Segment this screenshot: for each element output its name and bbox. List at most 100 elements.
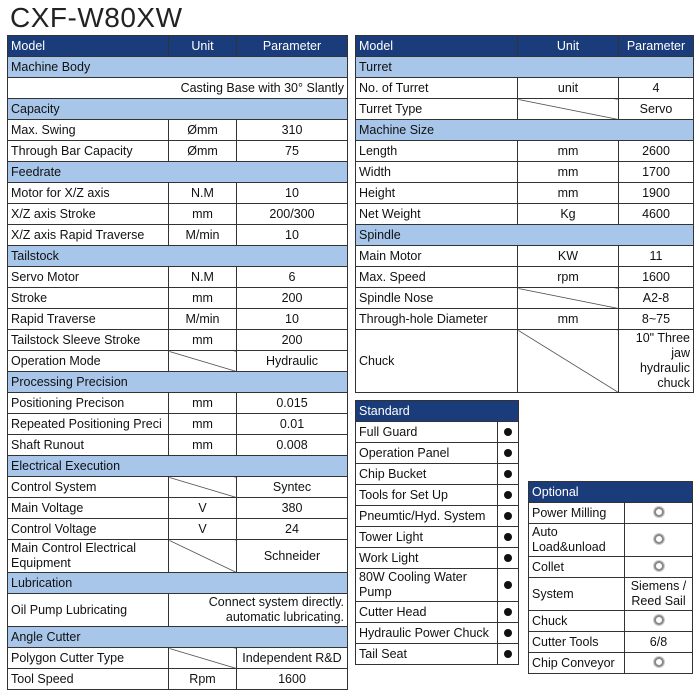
row: Tail Seat — [355, 643, 520, 665]
model-cell: Spindle Nose — [355, 287, 518, 309]
column-header: Parameter — [618, 35, 694, 57]
model-cell: Tailstock Sleeve Stroke — [7, 329, 169, 351]
item-cell: Work Light — [355, 547, 498, 569]
row: Servo Motor N.M 6 — [7, 266, 348, 288]
slash-cell — [517, 98, 619, 120]
slash-cell — [168, 539, 237, 573]
row: Through Bar Capacity Ømm 75 — [7, 140, 348, 162]
parameter-cell: 310 — [236, 119, 348, 141]
row: Chuck 10" Three jaw hydraulic chuck — [355, 329, 694, 393]
item-cell: Power Milling — [528, 502, 625, 524]
row: Machine Size — [355, 119, 694, 141]
model-cell: Main Voltage — [7, 497, 169, 519]
unit-cell: N.M — [168, 182, 237, 204]
parameter-cell: 4 — [618, 77, 694, 99]
row: Chip Conveyor — [528, 652, 693, 674]
table-body: Standard Full Guard Operation Panel Chip Bu… — [354, 400, 520, 665]
row: Main Voltage V 380 — [7, 497, 348, 519]
spanning-cell: Casting Base with 30° Slantly — [7, 77, 348, 99]
header-row: Model Unit Parameter — [355, 35, 694, 57]
parameter-cell: Syntec — [236, 476, 348, 498]
section-header: Feedrate — [7, 161, 348, 183]
unit-cell: mm — [168, 203, 237, 225]
row: Spindle Nose A2-8 — [355, 287, 694, 309]
item-cell: Tail Seat — [355, 643, 498, 665]
row: 80W Cooling Water Pump — [355, 568, 520, 602]
included-dot — [504, 607, 512, 616]
unit-cell: mm — [168, 434, 237, 456]
section-header: Tailstock — [7, 245, 348, 267]
included-dot — [504, 490, 512, 499]
included-dot — [504, 469, 512, 478]
included-dot — [504, 553, 512, 562]
model-cell: Through Bar Capacity — [7, 140, 169, 162]
slash-cell — [517, 287, 619, 309]
unit-cell: unit — [517, 77, 619, 99]
parameter-cell: 10 — [236, 224, 348, 246]
option-cell — [624, 523, 693, 557]
item-cell: Chuck — [528, 610, 625, 632]
row: X/Z axis Stroke mm 200/300 — [7, 203, 348, 225]
row: Collet — [528, 556, 693, 578]
model-cell: Height — [355, 182, 518, 204]
row: Height mm 1900 — [355, 182, 694, 204]
unit-cell: mm — [517, 140, 619, 162]
row: Tool Speed Rpm 1600 — [7, 668, 348, 690]
included-dot — [504, 532, 512, 541]
parameter-cell: 0.01 — [236, 413, 348, 435]
parameter-cell: 11 — [618, 245, 694, 267]
row: Chip Bucket — [355, 463, 520, 485]
model-cell: Oil Pump Lubricating — [7, 593, 169, 627]
included-cell — [496, 505, 520, 527]
included-cell — [496, 568, 520, 602]
row: Spindle — [355, 224, 694, 246]
model-cell: Width — [355, 161, 518, 183]
row: X/Z axis Rapid Traverse M/min 10 — [7, 224, 348, 246]
optional-table: Optional Power Milling Auto Load&unload Col… — [528, 481, 693, 674]
parameter-cell: 200 — [236, 287, 348, 309]
model-cell: Max. Speed — [355, 266, 518, 288]
included-cell — [496, 526, 520, 548]
row: Cutter Head — [355, 601, 520, 623]
unit-cell: M/min — [168, 308, 237, 330]
slash-cell — [168, 647, 237, 669]
table-title: Optional — [528, 481, 693, 503]
header-row: Optional — [528, 481, 693, 503]
model-cell: X/Z axis Stroke — [7, 203, 169, 225]
parameter-cell: 200 — [236, 329, 348, 351]
included-cell — [496, 484, 520, 506]
included-dot — [504, 628, 512, 637]
included-cell — [496, 442, 520, 464]
model-cell: Main Motor — [355, 245, 518, 267]
row: Through-hole Diameter mm 8~75 — [355, 308, 694, 330]
row: Capacity — [7, 98, 348, 120]
row: Angle Cutter — [7, 626, 348, 648]
parameter-cell: 8~75 — [618, 308, 694, 330]
unit-cell: mm — [168, 287, 237, 309]
item-cell: Chip Bucket — [355, 463, 498, 485]
item-cell: Cutter Head — [355, 601, 498, 623]
unit-cell: mm — [517, 161, 619, 183]
parameter-cell: 0.015 — [236, 392, 348, 414]
row: Control System Syntec — [7, 476, 348, 498]
row: Rapid Traverse M/min 10 — [7, 308, 348, 330]
row: System Siemens / Reed Sail — [528, 577, 693, 611]
unit-cell: Ømm — [168, 119, 237, 141]
included-dot — [504, 511, 512, 520]
model-cell: Turret Type — [355, 98, 518, 120]
row: Shaft Runout mm 0.008 — [7, 434, 348, 456]
model-cell: Stroke — [7, 287, 169, 309]
parameter-cell: 200/300 — [236, 203, 348, 225]
item-cell: Chip Conveyor — [528, 652, 625, 674]
model-cell: Control System — [7, 476, 169, 498]
model-cell: Max. Swing — [7, 119, 169, 141]
row: Max. Speed rpm 1600 — [355, 266, 694, 288]
included-cell — [496, 463, 520, 485]
row: Pneumtic/Hyd. System — [355, 505, 520, 527]
parameter-cell: 2600 — [618, 140, 694, 162]
column-header: Unit — [168, 35, 237, 57]
model-cell: Chuck — [355, 329, 518, 393]
unit-cell: Kg — [517, 203, 619, 225]
parameter-cell: 1600 — [618, 266, 694, 288]
unit-cell: Rpm — [168, 668, 237, 690]
